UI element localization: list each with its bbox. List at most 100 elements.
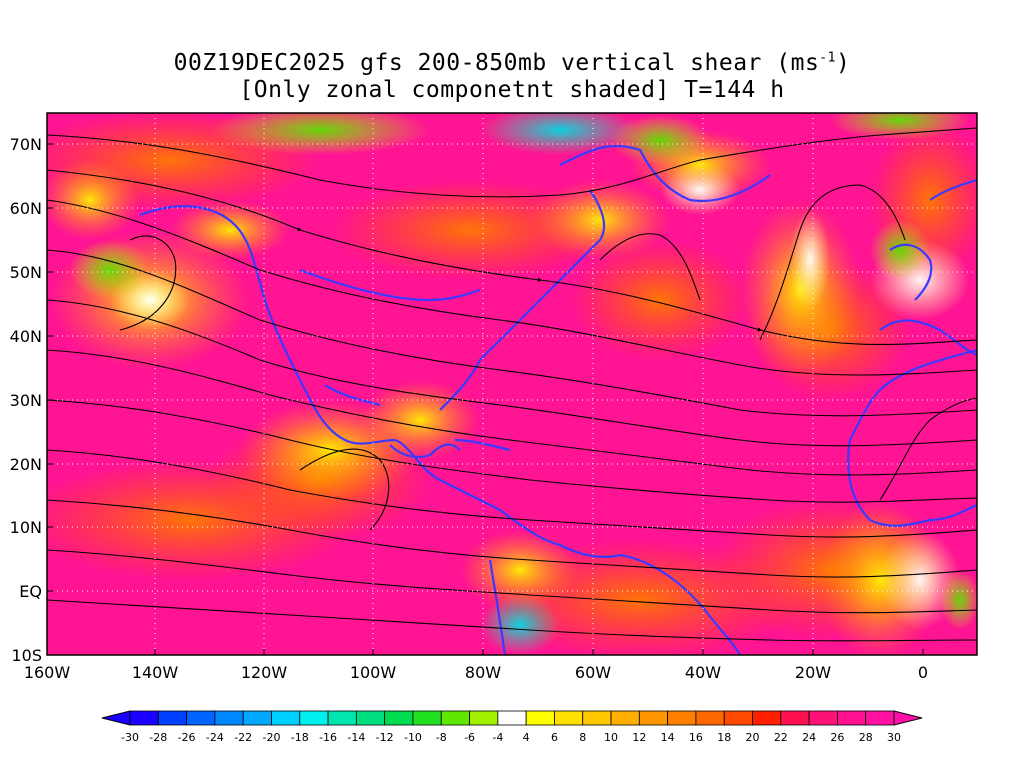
colorbar-swatch [752,710,782,726]
colorbar-tick-label: -16 [319,731,337,744]
colorbar-swatch [129,710,159,726]
colorbar: -30 -28 -26 -24 -22 -20 -18 -16 -14 -12 -10 -8 -6 -4 4… [101,710,923,744]
shear-region-cyan [480,595,560,655]
border-us-mexico [324,384,381,407]
colorbar-swatch [667,710,697,726]
colorbar-swatch [610,710,640,726]
colorbar-tick-label: 24 [802,731,816,744]
colorbar-tick-label: -4 [492,731,503,744]
coastline-scandinavia [929,178,977,201]
shear-region-green [870,220,930,280]
streamlines [47,127,977,642]
shear-region-white [660,165,740,215]
colorbar-swatch [582,710,612,726]
colorbar-swatch [157,710,187,726]
streamline [47,127,977,198]
colorbar-swatch [808,710,838,726]
streamline [47,499,977,578]
streamline [47,169,977,346]
streamline [879,397,977,501]
streamline [47,449,977,538]
colorbar-tick-label: 20 [746,731,760,744]
lon-label: 160W [24,663,71,682]
colorbar-tick-label: -30 [121,731,139,744]
colorbar-swatch [214,710,244,726]
coastline-cuba [454,438,511,452]
coastline-iberia [879,319,977,357]
shear-region-cyan [480,113,640,155]
colorbar-tick-label: -6 [464,731,475,744]
shear-region-green [70,240,150,300]
colorbar-swatch [723,710,753,726]
title-line-1-suffix: ) [835,50,851,76]
streamline [47,549,977,614]
colorbar-tick-label: 16 [689,731,703,744]
title-line-1-text: 00Z19DEC2025 gfs 200-850mb vertical shea… [173,50,820,76]
lon-label: 80W [465,663,501,682]
lat-label: 10S [11,646,42,665]
lon-label: 60W [575,663,611,682]
coastline-south-america-west [488,559,507,655]
colorbar-tick-label: -28 [149,731,167,744]
shear-region-yellow [47,160,140,240]
lon-label: 140W [132,663,179,682]
lon-label: 100W [350,663,397,682]
colorbar-tick-label: -20 [262,731,280,744]
colorbar-tick-label: 4 [523,731,530,744]
streamline [47,599,977,642]
streamline [759,184,906,341]
lat-label: 60N [10,199,42,218]
shear-region-green [610,115,710,165]
shear-region-white [790,210,830,310]
colorbar-swatch [469,710,499,726]
graticule [47,113,977,655]
shear-region-white [880,530,960,630]
streamline [47,399,977,503]
shear-region-green [940,570,977,630]
shear-region-yellow [170,200,290,260]
colorbar-swatch [242,710,272,726]
streamline [599,233,701,301]
shear-region-yellow [460,530,580,610]
colorbar-tick-label: -18 [291,731,309,744]
map-frame [46,112,978,656]
colorbar-swatch [525,710,555,726]
streamline [299,448,390,531]
colorbar-tick-label: -24 [206,731,224,744]
lat-label: 50N [10,263,42,282]
streamline [47,199,977,376]
shear-region-yellow [530,180,670,260]
lat-label: 40N [10,327,42,346]
coastline-north-america-west [139,205,561,547]
latitude-axis: 70N 60N 50N 40N 30N 20N 10N EQ 10S [10,135,53,665]
lat-label: 20N [10,455,42,474]
colorbar-swatch [412,710,442,726]
longitude-axis: 160W 140W 120W 100W 80W 60W 40W 20W 0 [24,649,928,682]
coastline-africa-west [847,439,977,527]
colorbar-swatch [440,710,470,726]
colorbar-tick-label: -8 [436,731,447,744]
colorbar-swatch [554,710,584,726]
colorbar-tick-label: 28 [859,731,873,744]
streamline [47,349,977,476]
coastline-greenland [559,144,771,203]
colorbar-tick-label: -26 [178,731,196,744]
colorbar-swatch [299,710,329,726]
shear-region-yellow [360,380,480,460]
lat-label: 30N [10,391,42,410]
title-line-1: 00Z19DEC2025 gfs 200-850mb vertical shea… [0,50,1024,76]
streamline [47,249,977,417]
colorbar-tick-label: -22 [234,731,252,744]
colorbar-tick-label: 26 [830,731,844,744]
lat-label: 70N [10,135,42,154]
colorbar-tick-label: 30 [887,731,901,744]
colorbar-swatch [780,710,810,726]
colorbar-left-arrow [101,710,131,726]
colorbar-tick-label: 22 [774,731,788,744]
colorbar-tick-label: 18 [717,731,731,744]
streamline [47,299,977,447]
coastline-south-america-north [559,544,741,655]
colorbar-swatch [695,710,725,726]
coastline-africa-north [849,348,977,441]
coastline-british-isles [889,243,933,301]
